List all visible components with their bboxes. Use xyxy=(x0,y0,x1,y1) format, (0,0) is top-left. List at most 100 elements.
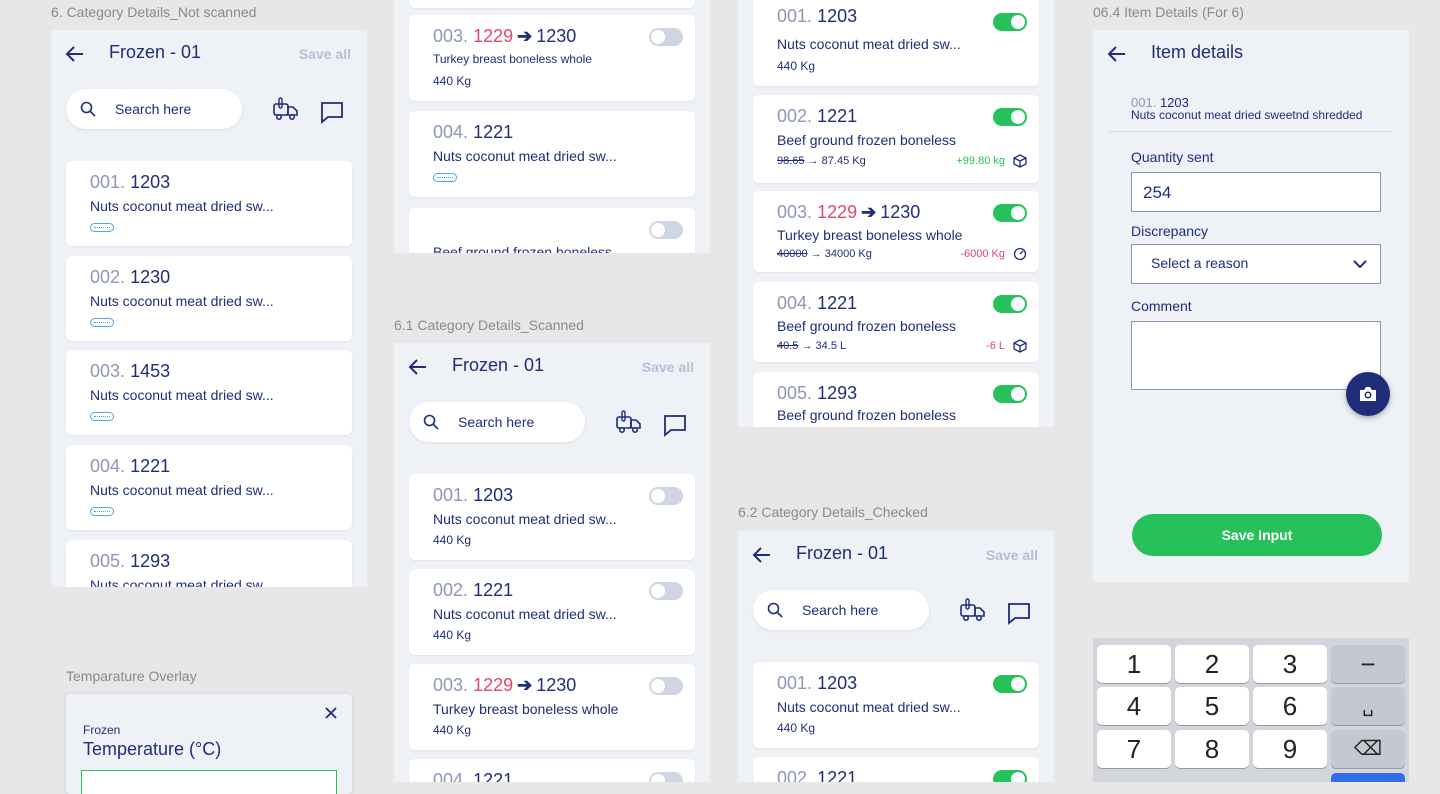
item-code: 1230 xyxy=(536,26,577,46)
list-item[interactable]: 004. 1221 xyxy=(409,759,695,782)
toggle-switch[interactable] xyxy=(993,295,1027,313)
search-input[interactable]: Search here xyxy=(753,590,929,630)
list-item[interactable]: 001. 1203 Nuts coconut meat dried sw... xyxy=(66,161,352,246)
list-item[interactable]: 003. 1453 Nuts coconut meat dried sw... xyxy=(66,350,352,435)
toggle-switch[interactable] xyxy=(649,28,683,46)
barcode-icon xyxy=(90,223,114,232)
key-6[interactable]: 6 xyxy=(1253,687,1327,725)
toggle-switch[interactable] xyxy=(993,675,1027,693)
item-index: 002. xyxy=(90,267,126,287)
comment-icon[interactable] xyxy=(1005,599,1033,627)
toggle-switch[interactable] xyxy=(993,13,1027,31)
comment-icon[interactable] xyxy=(318,98,346,126)
save-input-button[interactable]: Save Input xyxy=(1132,514,1382,556)
key-backspace[interactable]: ⌫ xyxy=(1331,730,1405,768)
item-code: 1221 xyxy=(473,770,514,782)
list-item[interactable]: Beef ground frozen boneless xyxy=(409,208,695,253)
item-details-screen: Item details 001. 1203 Nuts coconut meat… xyxy=(1093,30,1409,582)
list-item[interactable]: 001. 1203 Nuts coconut meat dried sw... … xyxy=(753,0,1039,86)
not-scanned-screen: Frozen - 01 Save all Search here 001. 12… xyxy=(51,30,367,587)
list-item[interactable]: 004. 1221 Nuts coconut meat dried sw... xyxy=(66,445,352,530)
list-item[interactable]: 002. 1221 Beef ground frozen boneless 98… xyxy=(753,95,1039,183)
back-arrow-icon[interactable] xyxy=(63,42,87,66)
item-index: 004. xyxy=(777,293,813,313)
quantity-input[interactable]: 254 xyxy=(1131,172,1381,212)
key-4[interactable]: 4 xyxy=(1097,687,1171,725)
camera-icon xyxy=(1360,387,1376,401)
truck-temperature-icon[interactable] xyxy=(272,96,300,124)
truck-temperature-icon[interactable] xyxy=(959,597,987,625)
key-space[interactable]: ␣ xyxy=(1331,687,1405,725)
key-enter[interactable] xyxy=(1331,773,1405,782)
item-index: 001. xyxy=(1131,95,1157,110)
list-item[interactable]: 001. 1203 Nuts coconut meat dried sw... … xyxy=(753,662,1039,748)
temperature-title: Temperature (°C) xyxy=(83,739,222,759)
list-item[interactable]: 001. 1203 Nuts coconut meat dried sw... … xyxy=(409,474,695,560)
comment-icon[interactable] xyxy=(661,411,689,439)
list-item[interactable]: 005. 1293 Nuts coconut meat dried sw... xyxy=(66,540,352,587)
list-item[interactable]: 005. 1293 Beef ground frozen boneless xyxy=(753,372,1039,427)
key-9[interactable]: 9 xyxy=(1253,730,1327,768)
list-item[interactable]: 003. 1229 ➔ 1230 Turkey breast boneless wh… xyxy=(409,664,695,750)
item-code: 1230 xyxy=(536,675,577,695)
list-item[interactable]: 002. 1230 Nuts coconut meat dried sw... xyxy=(66,256,352,341)
item-name: Nuts coconut meat dried sw... xyxy=(90,577,274,587)
key-minus[interactable]: − xyxy=(1331,645,1405,683)
toggle-switch[interactable] xyxy=(993,204,1027,222)
item-index: 003. xyxy=(433,26,469,46)
key-1[interactable]: 1 xyxy=(1097,645,1171,683)
key-8[interactable]: 8 xyxy=(1175,730,1249,768)
toggle-switch[interactable] xyxy=(649,221,683,239)
search-input[interactable]: Search here xyxy=(409,402,585,442)
toggle-switch[interactable] xyxy=(649,677,683,695)
save-all-button[interactable]: Save all xyxy=(298,46,351,62)
list-item[interactable]: 003. 1229 ➔ 1230 Turkey breast boneless wh… xyxy=(409,15,695,101)
item-quantity-old: 40.5 xyxy=(777,340,799,352)
item-quantity-old: 98.65 xyxy=(777,155,805,167)
item-index: 001. xyxy=(90,172,126,192)
toggle-switch[interactable] xyxy=(649,582,683,600)
key-3[interactable]: 3 xyxy=(1253,645,1327,683)
list-item[interactable]: 002. 1221 Nuts coconut meat dried sw... … xyxy=(409,569,695,655)
list-item[interactable] xyxy=(409,0,695,8)
list-item[interactable]: 004. 1221 Nuts coconut meat dried sw... xyxy=(409,111,695,197)
item-code: 1221 xyxy=(130,456,171,476)
item-index: 001. xyxy=(777,673,813,693)
temperature-input[interactable] xyxy=(81,770,337,794)
item-name: Nuts coconut meat dried sweetnd shredded xyxy=(1131,108,1363,122)
toggle-switch[interactable] xyxy=(993,385,1027,403)
close-icon[interactable] xyxy=(324,706,338,720)
item-index: 001. xyxy=(433,485,469,505)
discrepancy-select[interactable]: Select a reason xyxy=(1131,244,1381,284)
truck-temperature-icon[interactable] xyxy=(615,409,643,437)
item-code: 1221 xyxy=(473,580,514,600)
item-old-code: 1229 xyxy=(473,675,514,695)
save-all-button[interactable]: Save all xyxy=(641,359,694,375)
page-title: Item details xyxy=(1151,42,1244,62)
arrow-right-icon: ➔ xyxy=(517,26,533,46)
scanned-screen: Frozen - 01 Save all Search here 001. 12… xyxy=(394,343,710,782)
toggle-switch[interactable] xyxy=(649,487,683,505)
list-item[interactable]: 003. 1229 ➔ 1230 Turkey breast boneless wh… xyxy=(753,191,1039,272)
key-7[interactable]: 7 xyxy=(1097,730,1171,768)
save-all-button[interactable]: Save all xyxy=(985,547,1038,563)
header: Frozen - 01 Save all xyxy=(51,30,367,80)
header: Frozen - 01 Save all xyxy=(738,531,1054,581)
toggle-switch[interactable] xyxy=(993,770,1027,782)
search-placeholder: Search here xyxy=(458,414,535,430)
back-arrow-icon[interactable] xyxy=(1105,42,1129,66)
back-arrow-icon[interactable] xyxy=(406,355,430,379)
list-item[interactable]: 002. 1221 xyxy=(753,757,1039,782)
list-item[interactable]: 004. 1221 Beef ground frozen boneless 40… xyxy=(753,282,1039,362)
arrow-right-icon: ➔ xyxy=(861,202,877,222)
toggle-switch[interactable] xyxy=(649,772,683,782)
comment-textarea[interactable] xyxy=(1131,321,1381,390)
key-2[interactable]: 2 xyxy=(1175,645,1249,683)
camera-button[interactable] xyxy=(1346,372,1390,416)
scanned-screen-continued: 003. 1229 ➔ 1230 Turkey breast boneless wh… xyxy=(394,0,710,253)
key-5[interactable]: 5 xyxy=(1175,687,1249,725)
search-input[interactable]: Search here xyxy=(66,89,242,129)
back-arrow-icon[interactable] xyxy=(750,543,774,567)
numeric-keypad: 1 2 3 − 4 5 6 ␣ 7 8 9 ⌫ xyxy=(1093,638,1409,782)
toggle-switch[interactable] xyxy=(993,108,1027,126)
